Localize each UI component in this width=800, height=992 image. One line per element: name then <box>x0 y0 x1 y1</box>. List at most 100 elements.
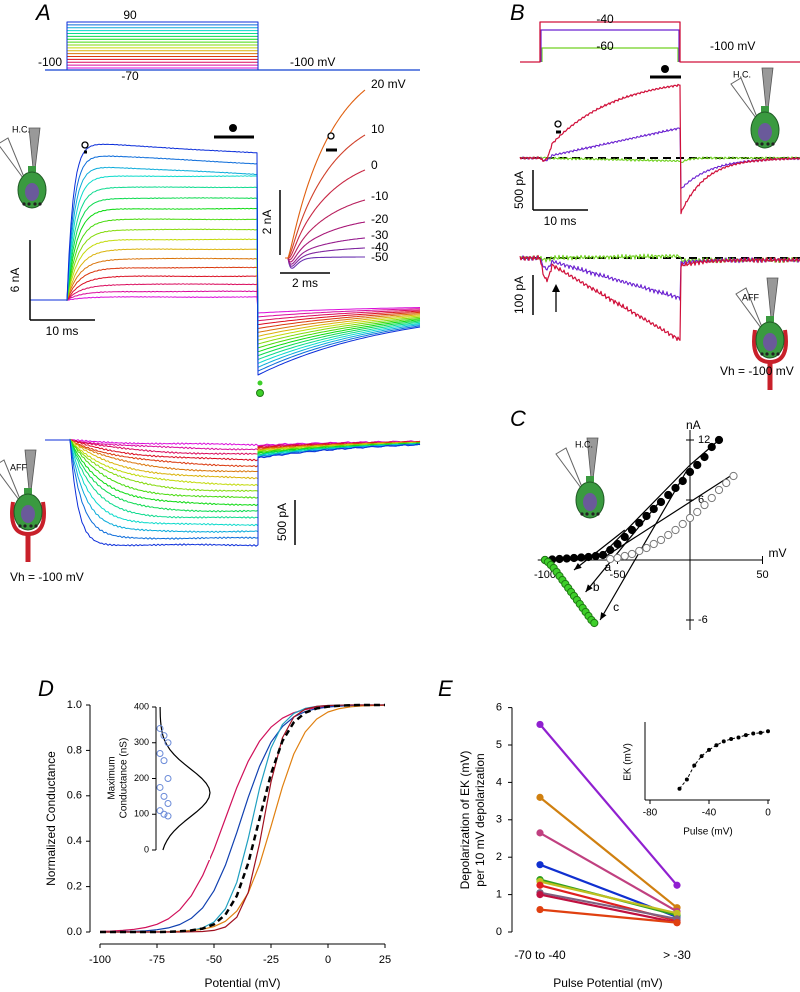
marker-open <box>554 120 562 128</box>
point <box>635 518 644 528</box>
point <box>714 485 724 495</box>
y-tick-label: 6 <box>698 494 704 506</box>
inset-trace <box>285 169 366 259</box>
point <box>160 732 168 740</box>
point <box>156 783 164 791</box>
x-tick-label: -100 <box>534 569 556 581</box>
y-tick-label: 1 <box>496 889 502 901</box>
current-trace <box>519 83 800 215</box>
electrode <box>28 127 41 179</box>
inset-trace <box>285 89 366 259</box>
point <box>649 504 658 514</box>
current-trace <box>30 197 421 357</box>
pair-line <box>539 796 678 909</box>
synapse <box>33 202 37 206</box>
arrow-head <box>552 284 560 292</box>
point <box>606 545 615 555</box>
annotation: c <box>613 600 619 614</box>
label: 10 ms <box>544 214 577 228</box>
current-trace <box>30 257 421 333</box>
point <box>606 554 615 564</box>
label: 100 pA <box>512 276 526 314</box>
trace-label: -50 <box>371 250 389 264</box>
marker-open <box>327 132 335 140</box>
aff-trace <box>45 439 421 455</box>
panel-label: A <box>34 0 51 25</box>
point <box>685 467 695 477</box>
y-tick-label: 1.0 <box>67 699 82 711</box>
inset-trace <box>285 199 366 261</box>
y-axis-label: Conductance (nS) <box>119 738 130 819</box>
inset-trace <box>285 256 365 269</box>
x-tick-label: -70 to -40 <box>514 948 566 962</box>
current-trace <box>30 238 421 341</box>
point <box>160 757 168 765</box>
point <box>164 775 172 782</box>
inset-trace <box>285 221 366 263</box>
y-axis-label: Maximum <box>107 756 118 799</box>
y-tick-label: 300 <box>134 737 149 747</box>
synapse <box>580 512 584 516</box>
current-trace <box>30 266 421 329</box>
current-trace <box>30 296 421 314</box>
nucleus <box>763 333 777 351</box>
annotation: b <box>593 580 600 594</box>
pair-line <box>539 880 678 915</box>
y-tick-label: 4 <box>496 776 502 788</box>
point <box>536 829 544 837</box>
synapse <box>38 202 42 206</box>
nucleus <box>758 123 772 141</box>
y-axis-label: Depolarization of EK (mV) <box>458 751 472 890</box>
label: -100 <box>38 55 62 69</box>
aff-trace <box>45 439 421 547</box>
point <box>649 539 658 549</box>
synapse <box>23 524 27 528</box>
y-tick-label: -6 <box>698 614 708 626</box>
point <box>160 810 168 818</box>
synapse <box>760 352 764 356</box>
trace-label: -20 <box>371 212 389 226</box>
protocol-trace <box>66 27 259 70</box>
y-axis-label: EK (mV) <box>623 743 634 781</box>
point <box>664 530 673 540</box>
x-tick-label: -80 <box>643 808 658 819</box>
synapse <box>22 202 26 206</box>
synapse <box>766 142 770 146</box>
panel-label: D <box>38 676 54 701</box>
point <box>673 881 681 889</box>
annotation: a <box>604 560 611 574</box>
y-tick-label: 0.8 <box>67 744 82 756</box>
aff-trace <box>45 438 421 519</box>
point <box>736 735 741 740</box>
point <box>569 553 579 563</box>
point <box>707 747 711 752</box>
nucleus <box>583 493 597 511</box>
aff-trace <box>45 439 421 492</box>
trace-label: 0 <box>371 158 378 172</box>
electrode <box>24 449 37 501</box>
point <box>562 554 571 563</box>
hair-bundle <box>766 316 774 322</box>
marker-filled <box>229 124 237 132</box>
point <box>598 550 608 560</box>
point <box>721 739 726 744</box>
point <box>642 543 651 553</box>
synapse <box>18 524 22 528</box>
point <box>613 553 622 563</box>
point <box>700 500 709 510</box>
x-axis-label: Pulse Potential (mV) <box>553 976 662 990</box>
pipette <box>730 77 760 123</box>
point <box>536 905 544 914</box>
aff-trace <box>45 439 421 527</box>
point <box>156 807 164 815</box>
label: H.C. <box>575 439 593 449</box>
point <box>627 525 637 535</box>
point <box>751 731 756 736</box>
label: -100 mV <box>710 39 755 53</box>
y-tick-label: 100 <box>134 809 149 819</box>
point <box>160 792 168 800</box>
point <box>635 546 644 556</box>
pair-line <box>539 831 678 913</box>
current-trace <box>30 207 421 353</box>
y-tick-label: 0.2 <box>67 881 82 893</box>
